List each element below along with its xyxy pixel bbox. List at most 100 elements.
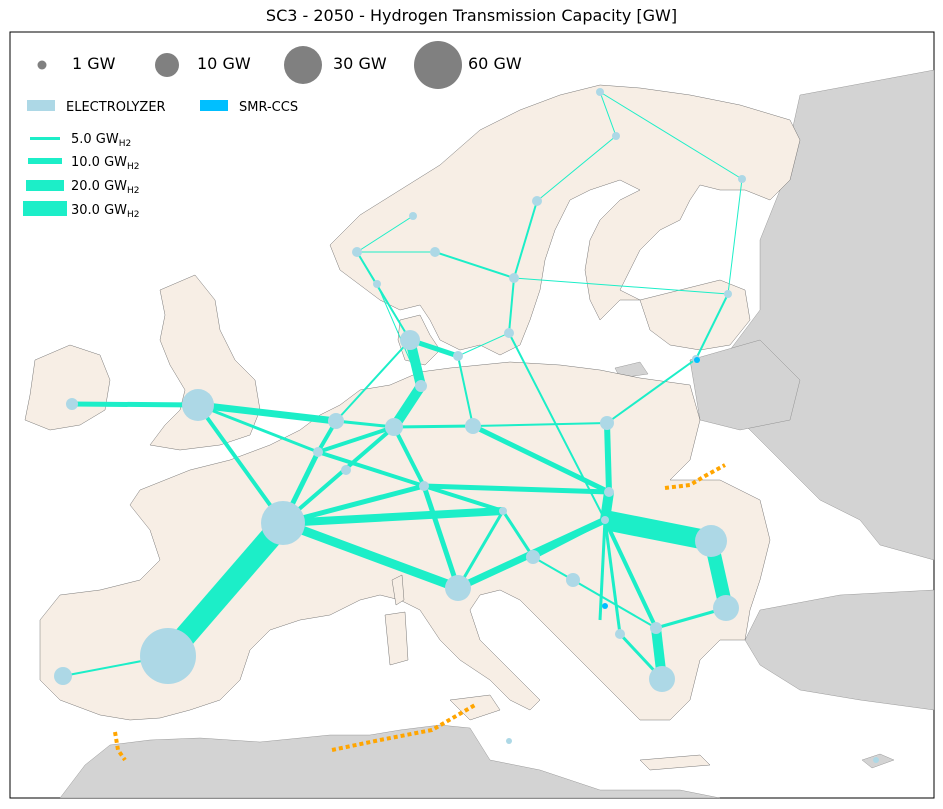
map-title: SC3 - 2050 - Hydrogen Transmission Capac… [265, 6, 678, 25]
electrolyzer-node-ie [66, 398, 78, 410]
sardinia-land [384, 611, 409, 666]
pipeline-dk-nl [335, 339, 411, 422]
pipeline-ple-pl [472, 422, 608, 427]
pipeline-ch-it [421, 485, 461, 589]
electrolyzer-node-fi [532, 196, 542, 206]
import-routes [113, 463, 726, 762]
europe-land [24, 84, 801, 771]
electrolyzer-node-nos [373, 280, 381, 288]
crete-land [639, 754, 711, 771]
pipeline-at-hr [501, 510, 535, 558]
pipeline-fr-de [281, 425, 396, 525]
pipeline-ch-at [423, 484, 504, 513]
pipeline-lt-ee [695, 293, 729, 360]
outside-region [59, 69, 935, 799]
pipeline-uk-ie [71, 401, 199, 408]
legend-electrolyzer-swatch [27, 100, 55, 111]
sicily-land [449, 694, 501, 721]
electrolyzer-node-lu [341, 465, 351, 475]
legend-pipeline-20gw-label: 20.0 GWH2 [71, 179, 140, 196]
pipeline-nos-den [376, 283, 422, 387]
continental-europe-land [39, 361, 771, 721]
pipeline-network [62, 91, 743, 681]
pipeline-be-de [317, 425, 395, 454]
north-africa-region [59, 724, 721, 799]
electrolyzer-node-it [445, 575, 471, 601]
pipeline-pl-dke [457, 355, 474, 427]
electrolyzer-node-ch [419, 481, 429, 491]
pipeline-ses-hu [508, 332, 606, 521]
pipeline-hu-ba [598, 519, 607, 621]
electrolyzer-node-es [140, 628, 196, 684]
legend-pipeline-30gw-swatch [23, 201, 67, 216]
pipeline-ch-sk [423, 483, 610, 495]
pipeline-ses-dke [457, 332, 510, 357]
electrolyzer-node-non [409, 212, 417, 220]
legend: 1 GW 10 GW 30 GW 60 GW ELECTROLYZER SMR-… [23, 41, 522, 220]
electrolyzer-node-at [499, 507, 507, 515]
pipeline-es-fr [159, 515, 292, 664]
electrolyzer-node-fis [738, 175, 746, 183]
legend-size-1gw-marker [37, 60, 47, 70]
ireland-land [24, 344, 111, 431]
legend-size-60gw-label: 60 GW [468, 54, 522, 73]
pipeline-sk-ple [604, 422, 612, 493]
pipeline-uk-be [197, 403, 319, 454]
legend-electrolyzer-label: ELECTROLYZER [66, 100, 166, 115]
electrolyzer-node-nl [328, 413, 344, 429]
pipeline-nos-dk [376, 283, 411, 341]
electrolyzer-node-gr [649, 666, 675, 692]
pipeline-now-nos [356, 251, 378, 285]
node-malta [506, 738, 512, 744]
legend-size-30gw-label: 30 GW [333, 54, 387, 73]
legend-pipeline-10gw-label: 10.0 GWH2 [71, 155, 140, 172]
electrolyzer-node-ple [600, 416, 614, 430]
pipeline-se-ses [508, 277, 515, 334]
corsica-land [391, 574, 405, 606]
electrolyzer-node-sk [604, 487, 614, 497]
electrolyzer-node-ee [724, 290, 732, 298]
electrolyzer-node-mk [650, 622, 662, 634]
pipeline-uk-nl [197, 401, 337, 425]
electrolyzer-node-bg [713, 595, 739, 621]
legend-pipeline-5gw-swatch [30, 137, 60, 140]
electrolyzer-node-fin [612, 132, 620, 140]
pipeline-rs-mk [572, 579, 657, 629]
legend-size-10gw-label: 10 GW [197, 54, 251, 73]
legend-pipeline-10gw-swatch [28, 158, 62, 164]
legend-size-30gw-marker [284, 46, 322, 84]
pipeline-fr-it [281, 518, 460, 593]
pipeline-ee-se [513, 277, 729, 295]
import-route-1 [331, 703, 477, 752]
pipeline-be-ch [317, 450, 425, 488]
electrolyzer-node-de [385, 418, 403, 436]
electrolyzer-node-fr [261, 501, 305, 545]
pipeline-fr-uk [196, 403, 285, 525]
electrolyzer-node-uk [182, 389, 214, 421]
pipeline-hr-rs [532, 556, 574, 581]
electrolyzer-node-se [509, 273, 519, 283]
electrolyzer-node-be [313, 447, 323, 457]
legend-smr-ccs-swatch [200, 100, 228, 111]
electrolyzer-node-now [352, 247, 362, 257]
legend-pipeline-30gw-label: 30.0 GWH2 [71, 203, 140, 220]
legend-pipeline-20gw-swatch [26, 180, 64, 191]
pipeline-al-hu [603, 519, 622, 635]
pipeline-hr-hu [531, 517, 607, 560]
smr-node-montenegro [602, 603, 608, 609]
pipeline-fis-ee [727, 178, 743, 295]
electrolyzer-node-ses [504, 328, 514, 338]
pipeline-fr-ch [282, 483, 425, 526]
electrolyzer-node-al [615, 629, 625, 639]
electrolyzer-node-dke [453, 351, 463, 361]
pipeline-now-non [356, 215, 414, 253]
legend-size-60gw-marker [414, 41, 462, 89]
pipeline-nl-de [335, 419, 395, 429]
pipeline-pl-sk [471, 423, 611, 495]
electrolyzer-node-pt [54, 667, 72, 685]
pipeline-fi-fin [536, 135, 617, 202]
electrolyzer-node-pl [465, 418, 481, 434]
pipeline-ple-lt [606, 358, 697, 424]
pipeline-de-ch [392, 426, 426, 487]
